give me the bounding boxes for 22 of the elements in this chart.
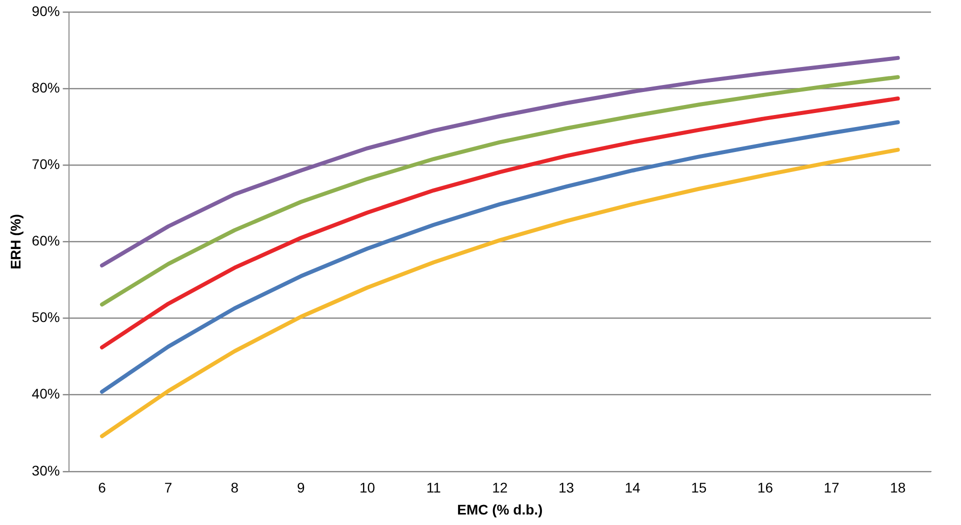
x-tick-label: 6 [98, 480, 106, 496]
y-tick-label: 70% [32, 156, 60, 172]
x-tick-label: 7 [164, 480, 172, 496]
y-axis-title: ERH (%) [7, 214, 24, 270]
x-tick-label: 18 [890, 480, 906, 496]
x-tick-label: 16 [757, 480, 774, 496]
y-tick-label: 50% [32, 309, 60, 326]
x-tick-label: 13 [558, 480, 574, 496]
y-tick-label: 80% [32, 79, 60, 96]
x-tick-label: 14 [624, 480, 641, 496]
x-tick-label: 12 [492, 480, 508, 496]
x-tick-label: 10 [359, 480, 376, 496]
x-tick-label: 17 [824, 480, 840, 496]
x-tick-label: 11 [426, 480, 442, 496]
y-tick-label: 60% [32, 232, 60, 249]
x-tick-label: 9 [297, 480, 306, 496]
y-tick-label: 40% [32, 386, 60, 402]
x-tick-label: 15 [691, 480, 707, 496]
y-tick-label: 30% [32, 462, 60, 478]
y-tick-label: 90% [32, 2, 60, 19]
x-tick-label: 8 [230, 480, 239, 496]
x-axis-title: EMC (% d.b.) [457, 501, 543, 518]
